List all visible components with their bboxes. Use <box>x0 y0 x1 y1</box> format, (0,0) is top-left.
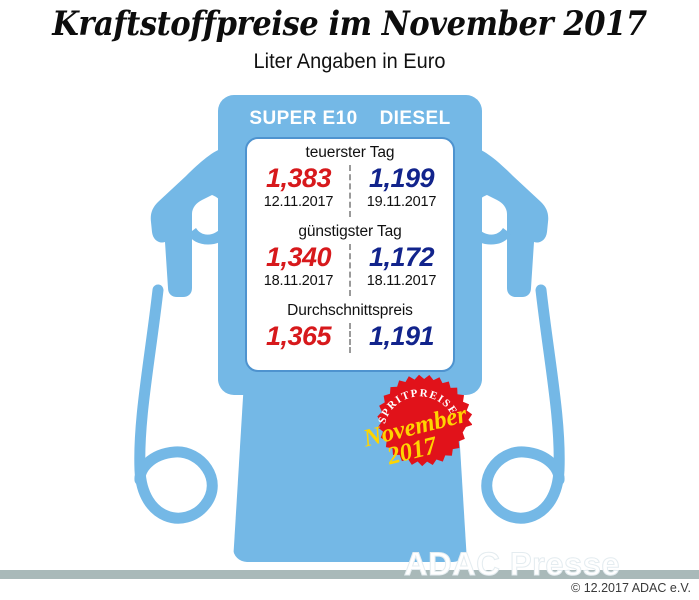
price-col-diesel: 1,191 <box>350 321 453 351</box>
price-value-super: 1,365 <box>265 321 332 351</box>
price-value-diesel: 1,172 <box>368 242 435 272</box>
starburst-shape: SPRITPREISE November 2017 <box>360 374 473 471</box>
price-col-diesel: 1,199 19.11.2017 <box>350 163 453 211</box>
page-title: Kraftstoffpreise im November 2017 <box>52 4 647 44</box>
footer-divider-bar <box>0 570 699 579</box>
price-card: teuerster Tag 1,383 12.11.2017 1,199 19.… <box>245 137 455 372</box>
price-row: 1,365 1,191 <box>247 321 453 353</box>
price-value-super: 1,383 <box>265 163 332 193</box>
price-date-diesel: 19.11.2017 <box>366 194 437 210</box>
price-col-super: 1,365 <box>247 321 350 351</box>
price-row: 1,383 12.11.2017 1,199 19.11.2017 <box>247 163 453 217</box>
block-label: günstigster Tag <box>298 223 402 240</box>
block-label: Durchschnittspreis <box>287 302 413 319</box>
column-divider <box>349 165 351 217</box>
price-block-cheapest: günstigster Tag 1,340 18.11.2017 1,172 1… <box>247 222 453 296</box>
column-divider <box>349 244 351 296</box>
price-value-super: 1,340 <box>265 242 332 272</box>
fuel-label-diesel: DIESEL <box>379 108 451 129</box>
adac-watermark: ADAC Presse <box>403 546 621 583</box>
price-value-diesel: 1,191 <box>368 321 435 351</box>
price-block-most-expensive: teuerster Tag 1,383 12.11.2017 1,199 19.… <box>247 143 453 217</box>
fuel-type-labels: SUPER E10 DIESEL <box>218 106 482 132</box>
block-label: teuerster Tag <box>305 144 395 161</box>
column-divider <box>349 323 351 353</box>
spritpreise-badge: SPRITPREISE November 2017 <box>360 372 473 482</box>
price-value-diesel: 1,199 <box>368 163 435 193</box>
page-subtitle: Liter Angaben in Euro <box>253 50 446 73</box>
price-date-diesel: 18.11.2017 <box>366 273 437 289</box>
price-row: 1,340 18.11.2017 1,172 18.11.2017 <box>247 242 453 296</box>
starburst-polygon <box>377 374 473 467</box>
price-col-diesel: 1,172 18.11.2017 <box>350 242 453 290</box>
price-date-super: 12.11.2017 <box>263 194 334 210</box>
copyright-notice: © 12.2017 ADAC e.V. <box>571 581 691 595</box>
fuel-label-super: SUPER E10 <box>249 108 358 129</box>
price-col-super: 1,383 12.11.2017 <box>247 163 350 211</box>
price-block-average: Durchschnittspreis 1,365 1,191 <box>247 301 453 353</box>
price-date-super: 18.11.2017 <box>263 273 334 289</box>
price-col-super: 1,340 18.11.2017 <box>247 242 350 290</box>
